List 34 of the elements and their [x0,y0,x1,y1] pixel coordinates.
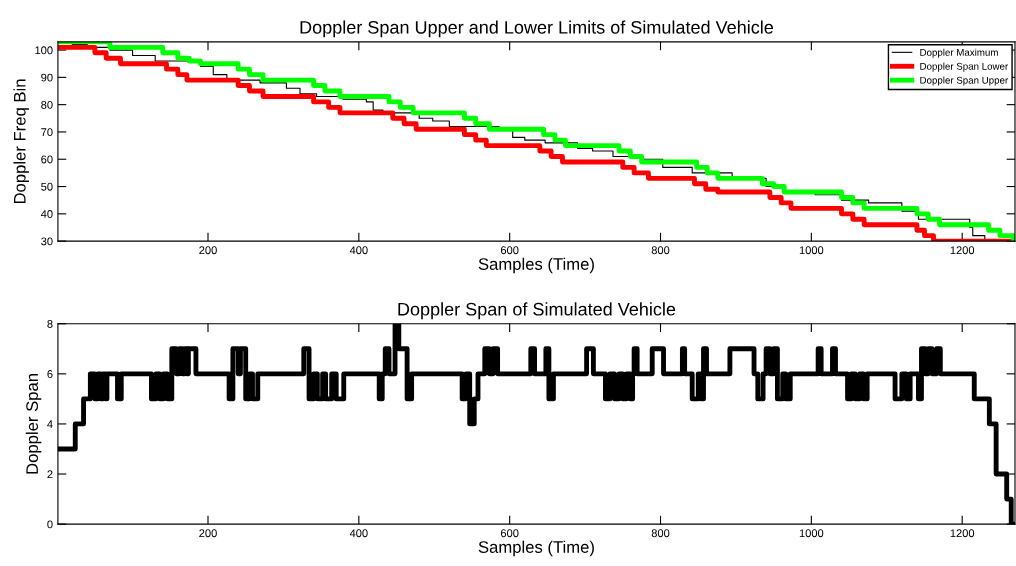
legend-label: Doppler Span Lower [920,62,1009,72]
chart-title: Doppler Span of Simulated Vehicle [398,302,676,320]
y-tick-label: 6 [47,370,53,378]
y-tick-label: 30 [41,237,53,246]
y-tick-label: 0 [47,520,53,529]
y-tick-label: 50 [41,182,53,191]
x-tick-label: 600 [500,529,519,538]
y-tick-label: 40 [40,210,53,218]
x-tick-label: 800 [651,246,670,255]
y-axis-title: Doppler Freq Bin [13,79,29,204]
x-tick-label: 400 [349,246,368,255]
x-tick-label: 400 [349,529,368,538]
x-tick-label: 200 [199,529,217,538]
y-tick-label: 60 [41,155,53,164]
x-tick-label: 200 [199,246,217,255]
y-tick-label: 70 [41,128,53,137]
y-axis-title: Doppler Span [25,374,42,474]
y-tick-label: 100 [35,46,53,55]
x-tick-label: 1200 [950,529,975,538]
y-tick-label: 90 [41,73,53,82]
legend-label: Doppler Maximum [920,48,998,58]
y-tick-label: 4 [47,420,53,428]
x-tick-label: 1000 [799,246,824,255]
y-tick-label: 2 [47,470,53,479]
y-tick-label: 8 [47,320,53,328]
y-tick-label: 80 [41,100,53,109]
x-tick-label: 600 [500,246,519,255]
x-tick-label: 1200 [950,246,975,255]
x-tick-label: 800 [651,529,670,538]
x-tick-label: 1000 [799,529,824,538]
x-axis-title: Samples (Time) [478,257,594,274]
chart-title: Doppler Span Upper and Lower Limits of Simulated Vehicle [300,20,774,38]
legend-label: Doppler Span Upper [920,76,1009,86]
x-axis-title: Samples (Time) [478,540,594,557]
